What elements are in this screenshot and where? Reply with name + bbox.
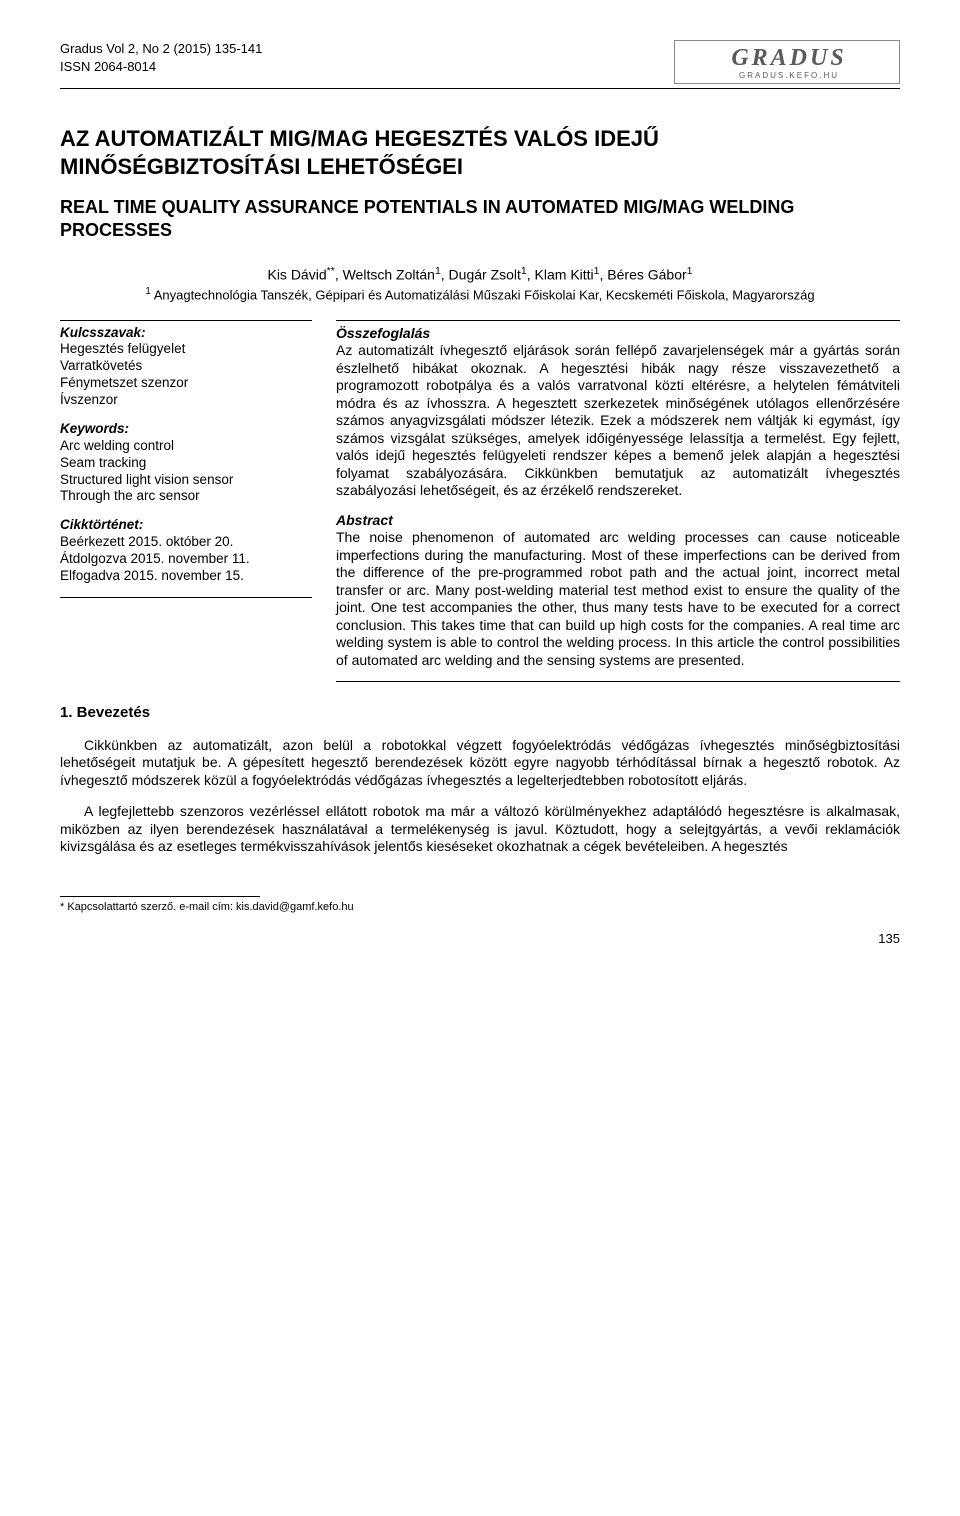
history-block: Cikktörténet: Beérkezett 2015. október 2… bbox=[60, 517, 312, 585]
title-hungarian: AZ AUTOMATIZÁLT MIG/MAG HEGESZTÉS VALÓS … bbox=[60, 125, 900, 180]
keywords-block: Keywords: Arc welding control Seam track… bbox=[60, 421, 312, 505]
history-item: Elfogadva 2015. november 15. bbox=[60, 568, 244, 583]
osszefoglalas-block: Összefoglalás Az automatizált ívhegesztő… bbox=[336, 325, 900, 500]
abstract-column: Összefoglalás Az automatizált ívhegesztő… bbox=[336, 320, 900, 687]
affiliation-line: 1 Anyagtechnológia Tanszék, Gépipari és … bbox=[60, 286, 900, 304]
footnote-text: * Kapcsolattartó szerző. e-mail cím: kis… bbox=[60, 901, 900, 915]
section-1-heading: 1. Bevezetés bbox=[60, 704, 900, 723]
footnote-rule bbox=[60, 896, 260, 897]
keywords-item: Arc welding control bbox=[60, 438, 174, 453]
abstract-text: The noise phenomenon of automated arc we… bbox=[336, 529, 900, 668]
section-1-para: A legfejlettebb szenzoros vezérléssel el… bbox=[60, 803, 900, 856]
history-item: Átdolgozva 2015. november 11. bbox=[60, 551, 250, 566]
abstract-block: Abstract The noise phenomenon of automat… bbox=[336, 512, 900, 670]
osszefoglalas-label: Összefoglalás bbox=[336, 325, 430, 341]
osszefoglalas-text: Az automatizált ívhegesztő eljárások sor… bbox=[336, 342, 900, 498]
abstract-label: Abstract bbox=[336, 512, 393, 528]
kulcsszavak-item: Varratkövetés bbox=[60, 358, 142, 373]
issn-line: ISSN 2064-8014 bbox=[60, 58, 262, 76]
kulcsszavak-label: Kulcsszavak: bbox=[60, 325, 146, 340]
metadata-column: Kulcsszavak: Hegesztés felügyelet Varrat… bbox=[60, 320, 312, 687]
journal-line: Gradus Vol 2, No 2 (2015) 135-141 bbox=[60, 40, 262, 58]
page-header: Gradus Vol 2, No 2 (2015) 135-141 ISSN 2… bbox=[60, 40, 900, 89]
keywords-item: Seam tracking bbox=[60, 455, 146, 470]
logo-text: GRADUS bbox=[689, 43, 889, 73]
history-label: Cikktörténet: bbox=[60, 517, 143, 532]
journal-logo: GRADUS GRADUS.KEFO.HU bbox=[674, 40, 900, 84]
title-english: REAL TIME QUALITY ASSURANCE POTENTIALS I… bbox=[60, 196, 900, 243]
kulcsszavak-block: Kulcsszavak: Hegesztés felügyelet Varrat… bbox=[60, 325, 312, 409]
metadata-abstract-row: Kulcsszavak: Hegesztés felügyelet Varrat… bbox=[60, 320, 900, 687]
keywords-label: Keywords: bbox=[60, 421, 129, 436]
keywords-item: Structured light vision sensor bbox=[60, 472, 233, 487]
kulcsszavak-item: Fénymetszet szenzor bbox=[60, 375, 188, 390]
kulcsszavak-item: Ívszenzor bbox=[60, 392, 118, 407]
journal-info: Gradus Vol 2, No 2 (2015) 135-141 ISSN 2… bbox=[60, 40, 262, 75]
history-item: Beérkezett 2015. október 20. bbox=[60, 534, 233, 549]
page-number: 135 bbox=[60, 931, 900, 947]
authors-line: Kis Dávid**, Weltsch Zoltán1, Dugár Zsol… bbox=[60, 265, 900, 284]
kulcsszavak-item: Hegesztés felügyelet bbox=[60, 341, 185, 356]
section-1-para: Cikkünkben az automatizált, azon belül a… bbox=[60, 737, 900, 790]
keywords-item: Through the arc sensor bbox=[60, 488, 200, 503]
logo-subtext: GRADUS.KEFO.HU bbox=[689, 71, 889, 81]
